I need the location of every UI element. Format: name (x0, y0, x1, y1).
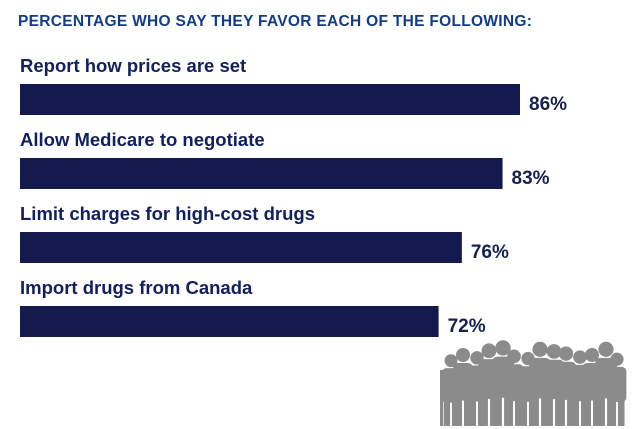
person-silhouette (492, 340, 514, 426)
category-label: Allow Medicare to negotiate (20, 129, 265, 150)
person-silhouette (570, 350, 590, 426)
value-label: 83% (512, 168, 550, 189)
bar (20, 158, 503, 189)
value-label: 72% (448, 316, 486, 337)
category-label: Report how prices are set (20, 55, 246, 76)
crowd-silhouette-icon (440, 340, 627, 426)
person-silhouette (467, 351, 487, 426)
category-label: Import drugs from Canada (20, 277, 253, 298)
value-label: 76% (471, 242, 509, 263)
category-label: Limit charges for high-cost drugs (20, 203, 315, 224)
bar (20, 232, 462, 263)
chart-title: PERCENTAGE WHO SAY THEY FAVOR EACH OF TH… (18, 13, 532, 30)
person-silhouette (441, 354, 461, 426)
person-silhouette (518, 351, 538, 426)
cane (440, 370, 443, 426)
value-label: 86% (529, 94, 567, 115)
bar (20, 306, 439, 337)
bars-layer: Report how prices are set 86% Allow Medica… (20, 55, 567, 337)
bar (20, 84, 520, 115)
person-silhouette (543, 344, 565, 426)
person-silhouette (595, 341, 617, 426)
